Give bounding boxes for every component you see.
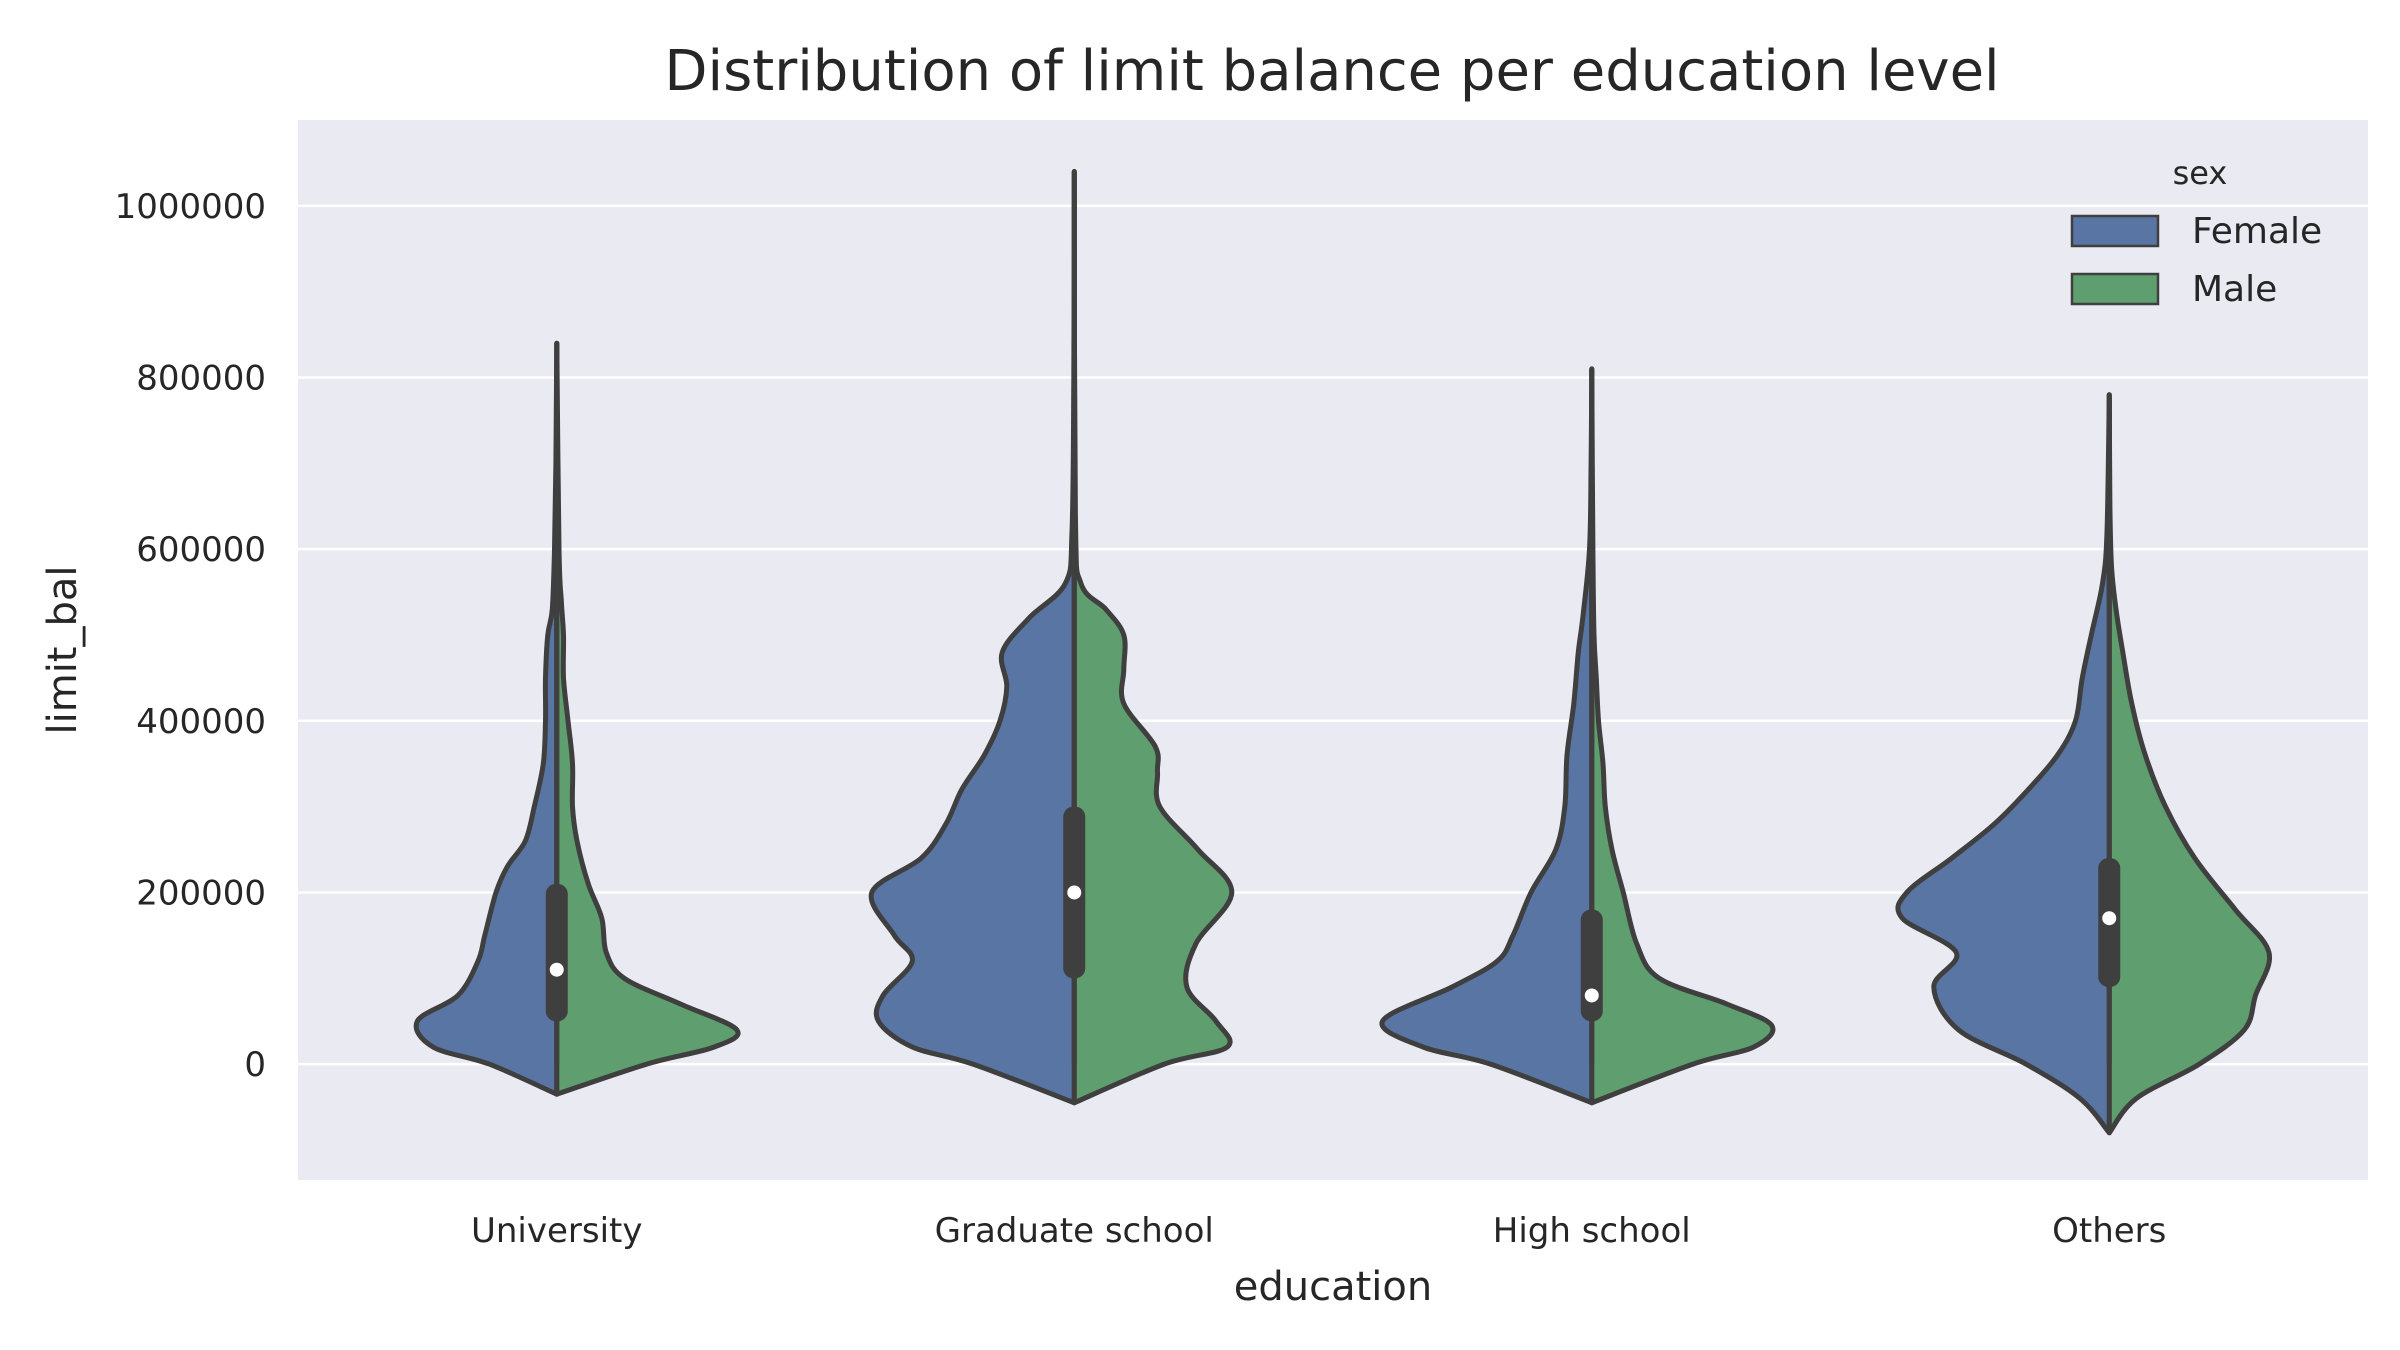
violin-half-female — [413, 340, 560, 1097]
y-tick-label: 600000 — [136, 530, 266, 570]
median-marker — [549, 962, 564, 977]
inner-boxes — [545, 171, 2121, 1065]
legend-title: sex — [2173, 154, 2228, 192]
y-tick-label: 800000 — [136, 358, 266, 398]
median-marker — [2102, 911, 2117, 926]
violin-half-male — [2106, 392, 2273, 1136]
y-axis-label: limit_bal — [40, 565, 86, 734]
x-axis-ticks: University Graduate school High school Othe… — [471, 1211, 2166, 1251]
legend-swatch-male — [2070, 272, 2160, 306]
y-tick-label: 200000 — [136, 873, 266, 913]
chart-title: Distribution of limit balance per educat… — [664, 39, 1999, 104]
y-axis-ticks: 0 200000 400000 600000 800000 1000000 — [115, 187, 266, 1085]
legend: sex Female Male — [2070, 154, 2322, 310]
y-tick-label: 400000 — [136, 702, 266, 742]
median-marker — [1584, 988, 1599, 1003]
median-marker — [1067, 885, 1082, 900]
y-tick-label: 0 — [244, 1045, 266, 1085]
violin-half-male — [554, 340, 741, 1097]
violin-half-female — [1895, 392, 2112, 1136]
x-tick-label: Others — [2052, 1211, 2166, 1251]
violins — [413, 169, 2273, 1136]
x-tick-label: Graduate school — [935, 1211, 1214, 1251]
legend-label-female: Female — [2192, 211, 2322, 252]
x-tick-label: High school — [1493, 1211, 1691, 1251]
legend-label-male: Male — [2192, 269, 2277, 310]
violin-half-male — [1071, 169, 1235, 1106]
y-tick-label: 1000000 — [115, 187, 266, 227]
legend-swatch-female — [2070, 214, 2160, 248]
x-tick-label: University — [471, 1211, 643, 1251]
iqr-box — [545, 883, 568, 1022]
iqr-box — [1580, 909, 1603, 1022]
violin-half-female — [1379, 366, 1595, 1106]
x-axis-label: education — [1234, 1264, 1432, 1310]
